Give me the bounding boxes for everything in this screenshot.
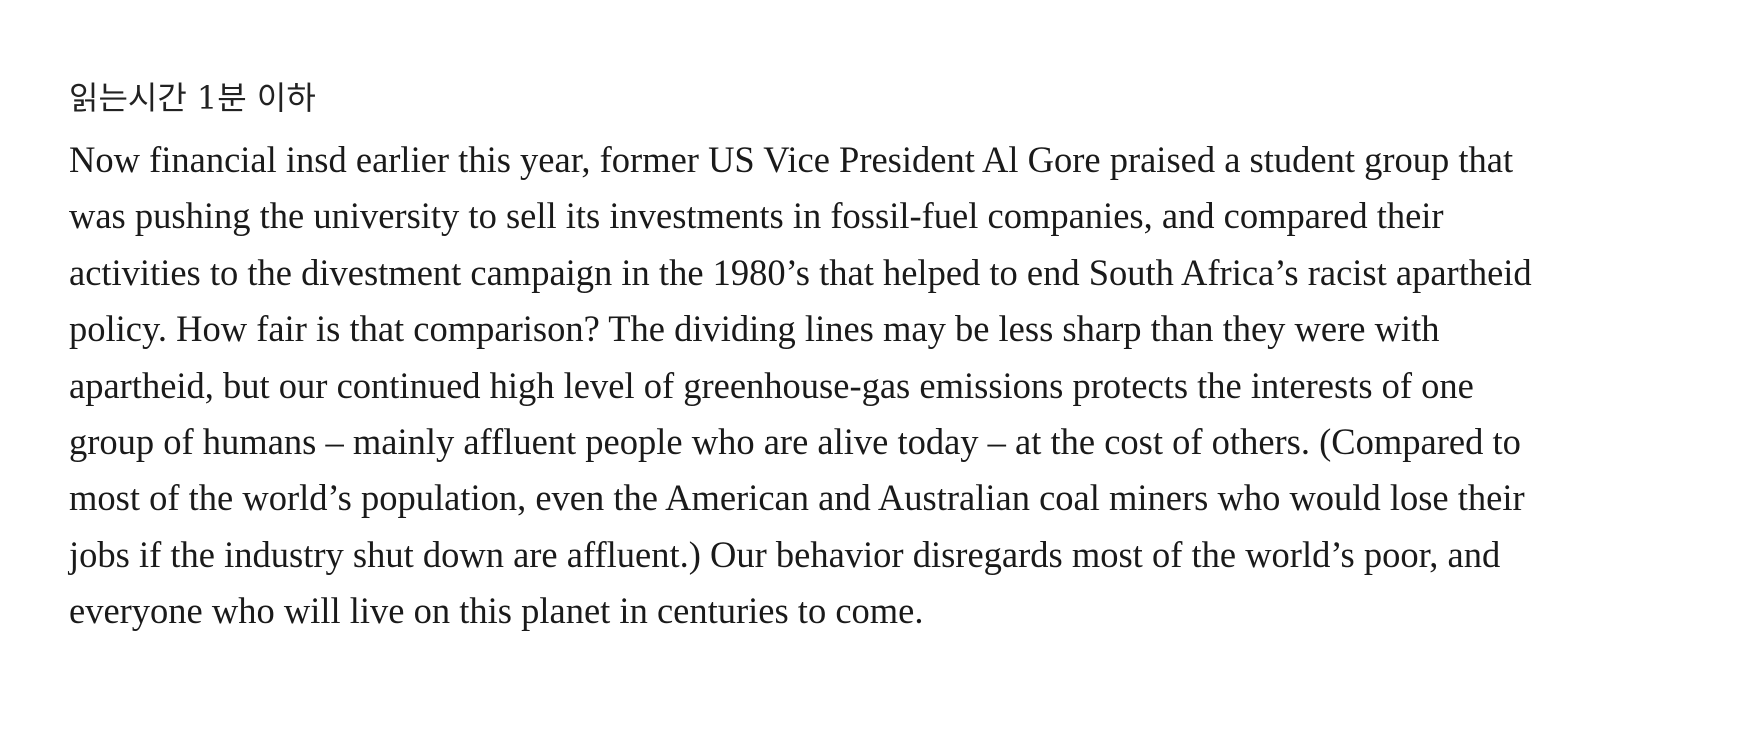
article-line: most of the world’s population, even the… — [69, 477, 1525, 519]
article-line: was pushing the university to sell its i… — [69, 195, 1444, 237]
article-line: everyone who will live on this planet in… — [69, 590, 924, 632]
article-line: group of humans – mainly affluent people… — [69, 421, 1521, 463]
article-body: Now financial insd earlier this year, fo… — [69, 132, 1709, 640]
article-line: jobs if the industry shut down are afflu… — [69, 533, 1501, 575]
article-line: apartheid, but our continued high level … — [69, 364, 1474, 406]
article-line: Now financial insd earlier this year, fo… — [69, 139, 1514, 180]
reading-time: 읽는시간 1분 이하 — [69, 79, 316, 117]
article-line: policy. How fair is that comparison? The… — [69, 308, 1440, 350]
article-line: activities to the divestment campaign in… — [69, 251, 1532, 293]
